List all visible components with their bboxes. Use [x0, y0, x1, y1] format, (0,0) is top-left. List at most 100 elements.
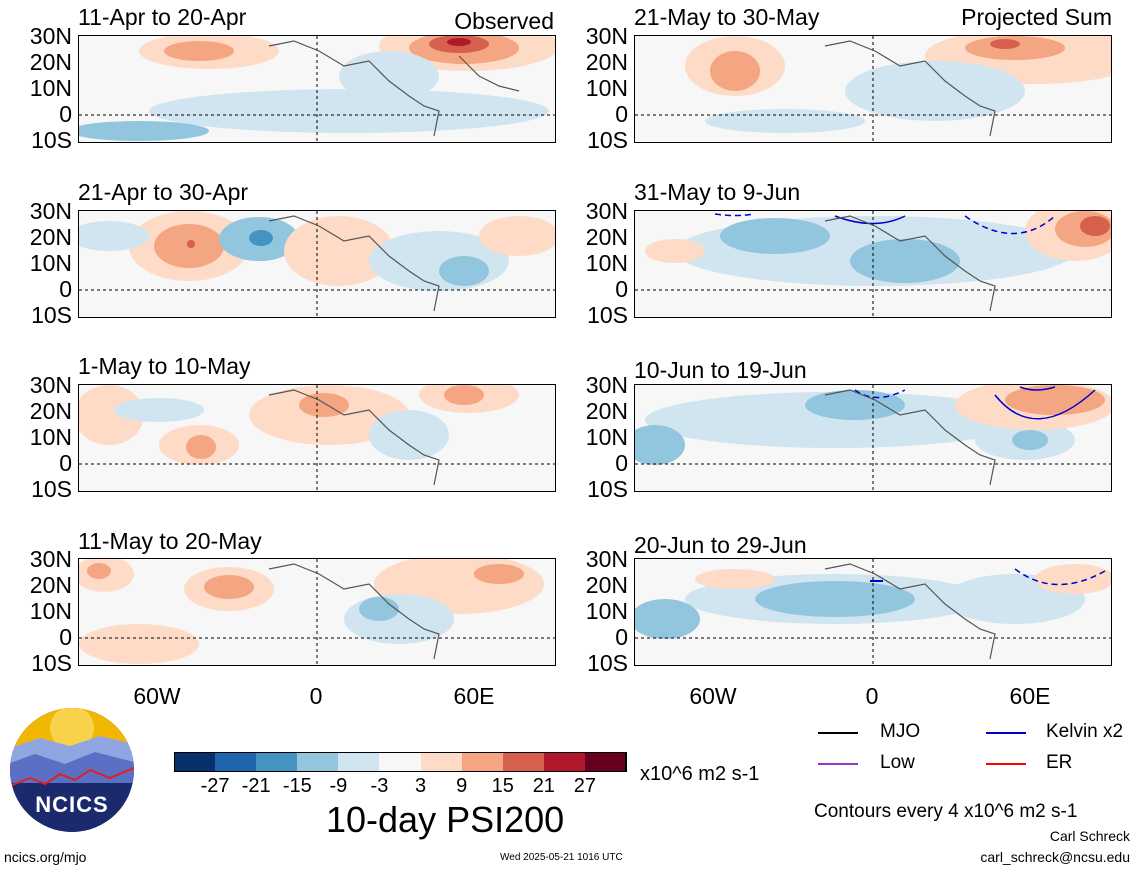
lat-label: 30N — [585, 546, 628, 572]
lat-label: 10N — [29, 424, 72, 450]
lat-label: 10N — [585, 598, 628, 624]
legend-low-label: Low — [880, 752, 915, 773]
lat-label: 20N — [585, 224, 628, 250]
map-panel — [634, 210, 1112, 318]
lat-label: 0 — [59, 276, 72, 302]
map-field — [635, 211, 1111, 317]
map-panel — [78, 384, 556, 492]
colorbar-tick-label: -27 — [200, 775, 230, 797]
panel-title: 31-May to 9-Jun — [634, 179, 801, 205]
lon-label: 60W — [689, 683, 737, 709]
header-projected: Projected Sum — [961, 4, 1112, 30]
map-field — [635, 559, 1111, 665]
lat-label: 10S — [31, 302, 72, 328]
colorbar-units: x10^6 m2 s-1 — [640, 763, 760, 785]
lat-label: 30N — [29, 372, 72, 398]
colorbar-tick-label: -3 — [370, 775, 389, 797]
lat-label: 10N — [585, 424, 628, 450]
lat-label: 0 — [615, 276, 628, 302]
lat-label: 30N — [29, 198, 72, 224]
map-panel — [78, 35, 556, 143]
legend-er-line — [986, 763, 1026, 765]
map-panel — [634, 35, 1112, 143]
lat-label: 30N — [29, 546, 72, 572]
lat-label: 10S — [31, 127, 72, 153]
footer-author: Carl Schreck — [1049, 828, 1130, 844]
lat-label: 10N — [29, 598, 72, 624]
lat-label: 0 — [59, 450, 72, 476]
lat-label: 0 — [615, 101, 628, 127]
lat-label: 20N — [29, 398, 72, 424]
map-panel — [634, 558, 1112, 666]
lon-label: 60W — [133, 683, 181, 709]
lat-label: 10S — [587, 302, 628, 328]
contours-note: Contours every 4 x10^6 m2 s-1 — [814, 801, 1078, 822]
lat-label: 10N — [29, 250, 72, 276]
legend-kelvin-line — [986, 732, 1026, 734]
map-panel — [78, 210, 556, 318]
colorbar-swatch — [584, 752, 627, 772]
panel-title: 10-Jun to 19-Jun — [634, 357, 807, 383]
lat-label: 0 — [615, 450, 628, 476]
lon-label: 0 — [309, 683, 323, 709]
figure-title: 10-day PSI200 — [326, 799, 565, 840]
legend-kelvin-label: Kelvin x2 — [1046, 721, 1124, 742]
lat-label: 20N — [29, 224, 72, 250]
lon-label: 60E — [453, 683, 495, 709]
lon-label: 60E — [1009, 683, 1051, 709]
footer-url: ncics.org/mjo — [4, 849, 87, 865]
lat-label: 30N — [585, 198, 628, 224]
panel-title: 20-Jun to 29-Jun — [634, 532, 807, 558]
footer-email: carl_schreck@ncsu.edu — [980, 849, 1130, 865]
lat-label: 0 — [59, 101, 72, 127]
panel-title: 1-May to 10-May — [78, 353, 251, 379]
colorbar-tick-label: -9 — [329, 775, 348, 797]
lat-label: 10S — [587, 650, 628, 676]
colorbar-tick-label: 9 — [456, 775, 468, 797]
lat-label: 30N — [585, 23, 628, 49]
panel-title: 11-Apr to 20-Apr — [78, 4, 247, 30]
lat-label: 0 — [59, 624, 72, 650]
lat-label: 20N — [585, 49, 628, 75]
lat-label: 20N — [29, 49, 72, 75]
colorbar-tick-label: 27 — [573, 775, 597, 797]
footer-timestamp: Wed 2025-05-21 1016 UTC — [500, 852, 623, 863]
lat-label: 10S — [31, 476, 72, 502]
panel-title: 21-Apr to 30-Apr — [78, 179, 249, 205]
header-observed: Observed — [454, 8, 554, 34]
lat-label: 20N — [585, 398, 628, 424]
legend-mjo-label: MJO — [880, 721, 921, 742]
colorbar-tick-label: 21 — [532, 775, 555, 797]
map-panel — [78, 558, 556, 666]
lon-label: 0 — [865, 683, 879, 709]
map-panel — [634, 384, 1112, 492]
lat-label: 10S — [587, 476, 628, 502]
lat-label: 30N — [29, 23, 72, 49]
map-field — [79, 385, 555, 491]
lat-label: 10N — [585, 75, 628, 101]
colorbar-tick-label: 15 — [491, 775, 514, 797]
map-field — [635, 36, 1111, 142]
lat-label: 10S — [31, 650, 72, 676]
lat-label: 20N — [585, 572, 628, 598]
colorbar-tick-label: 3 — [414, 775, 427, 797]
ncics-logo: NCICS — [10, 708, 134, 832]
map-field — [79, 559, 555, 665]
panel-title: 21-May to 30-May — [634, 4, 820, 30]
lat-label: 30N — [585, 372, 628, 398]
map-field — [79, 36, 555, 142]
map-field — [79, 211, 555, 317]
lat-label: 10N — [585, 250, 628, 276]
colorbar-tick-label: -15 — [282, 775, 312, 797]
lat-label: 0 — [615, 624, 628, 650]
legend-low-line — [818, 763, 858, 765]
lat-label: 10N — [29, 75, 72, 101]
legend-mjo-line — [818, 732, 858, 734]
lat-label: 10S — [587, 127, 628, 153]
map-field — [635, 385, 1111, 491]
logo-text: NCICS — [35, 792, 109, 817]
colorbar-frame — [174, 752, 626, 772]
panel-title: 11-May to 20-May — [78, 528, 262, 554]
colorbar-tick-label: -21 — [241, 775, 271, 797]
legend-er-label: ER — [1046, 752, 1073, 773]
